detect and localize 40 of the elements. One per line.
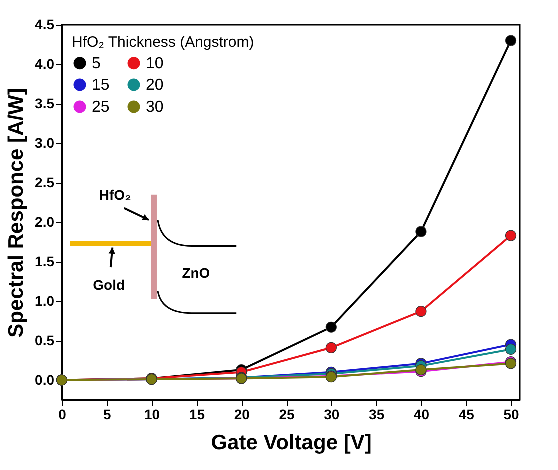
legend-label: 25 [92, 99, 110, 116]
x-tick-label: 5 [104, 406, 112, 422]
legend-label: 5 [92, 55, 101, 72]
y-tick-label: 1.0 [35, 292, 55, 309]
x-tick-label: 0 [58, 406, 67, 422]
y-axis-title: Spectral Responce [A/W] [5, 88, 28, 338]
y-tick-label: 0.0 [35, 372, 55, 388]
legend-label: 15 [92, 77, 110, 94]
point [505, 344, 517, 356]
y-tick-label: 1.5 [35, 253, 55, 270]
legend-title: HfO₂ Thickness (Angstrom) [72, 34, 254, 51]
x-tick-label: 50 [504, 406, 520, 422]
point [416, 226, 427, 238]
annotation: Gold [93, 276, 126, 293]
point [416, 306, 427, 318]
y-tick-label: 4.0 [35, 56, 55, 72]
annotation: ZnO [182, 265, 210, 282]
point [326, 322, 337, 333]
point [326, 342, 337, 354]
legend-label: 10 [146, 55, 164, 72]
annotation: HfO₂ [99, 186, 132, 203]
x-tick-label: 30 [324, 406, 340, 422]
y-tick-label: 3.5 [35, 95, 55, 112]
x-tick-label: 10 [144, 406, 160, 422]
y-tick-label: 2.5 [35, 174, 55, 190]
x-tick-label: 40 [414, 406, 430, 422]
point [505, 35, 517, 46]
x-tick-label: 45 [458, 406, 475, 422]
y-tick-label: 0.5 [35, 332, 55, 348]
y-tick-label: 4.5 [35, 16, 55, 32]
legend-label: 20 [146, 77, 164, 94]
x-axis-title: Gate Voltage [V] [211, 432, 372, 454]
x-tick-label: 25 [279, 406, 296, 422]
x-tick-label: 20 [234, 406, 250, 422]
x-tick-label: 15 [189, 406, 206, 422]
x-tick-label: 35 [369, 406, 385, 422]
y-tick-label: 3.0 [35, 134, 55, 151]
point [505, 230, 517, 242]
legend-label: 30 [146, 99, 164, 116]
y-tick-label: 2.0 [35, 214, 55, 230]
